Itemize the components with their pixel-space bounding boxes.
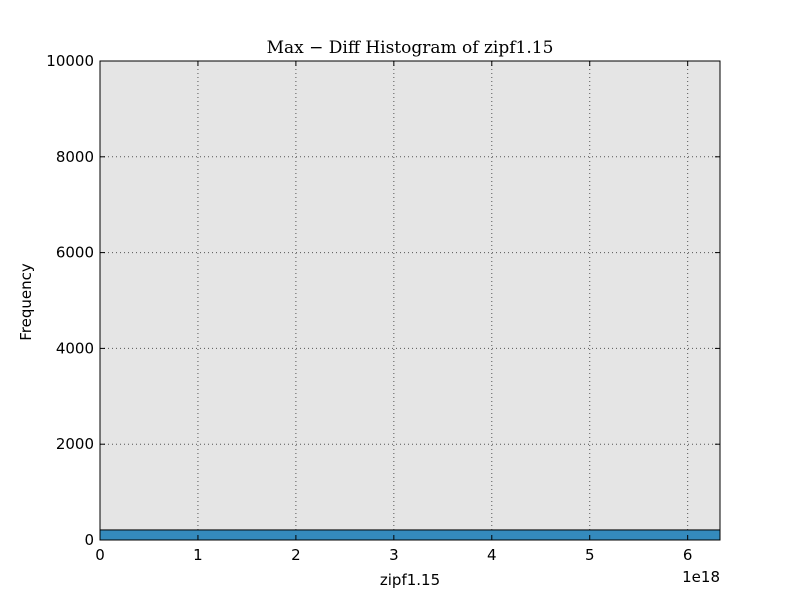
- y-tick-label: 10000: [46, 52, 94, 70]
- x-tick-label: 3: [389, 546, 399, 564]
- grid: [100, 61, 720, 540]
- y-tick-label: 8000: [56, 148, 94, 166]
- plot-frame: [99, 60, 721, 541]
- x-axis-label: zipf1.15: [380, 571, 440, 589]
- x-axis-offset-label: 1e18: [682, 568, 720, 586]
- histogram-bar: [99, 529, 721, 541]
- x-tick-label: 0: [95, 546, 105, 564]
- x-tick-label: 5: [585, 546, 595, 564]
- plot-background: [100, 61, 720, 540]
- y-tick-label: 0: [84, 531, 94, 549]
- y-tick-label: 6000: [56, 244, 94, 262]
- y-tick-label: 4000: [56, 339, 94, 357]
- x-tick-label: 6: [683, 546, 693, 564]
- x-tick-label: 1: [193, 546, 203, 564]
- chart-title: Max − Diff Histogram of zipf1.15: [267, 38, 554, 58]
- y-axis-label: Frequency: [17, 263, 35, 341]
- x-tick-label: 4: [487, 546, 497, 564]
- y-tick-label: 2000: [56, 435, 94, 453]
- bars: [99, 529, 721, 541]
- x-tick-label: 2: [291, 546, 301, 564]
- ticks: 0 1 2 3 4 5 6 0 2000 4000 6000 8000 10000: [46, 52, 720, 564]
